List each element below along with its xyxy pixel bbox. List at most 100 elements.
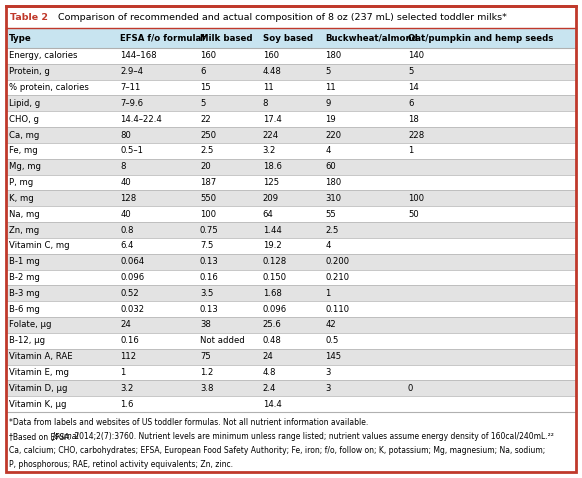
Text: 4.48: 4.48	[262, 67, 282, 76]
Text: 8: 8	[262, 99, 268, 108]
Text: Ca, mg: Ca, mg	[9, 130, 40, 140]
Text: 18.6: 18.6	[262, 162, 282, 171]
Text: †Based on EFSA: †Based on EFSA	[9, 432, 72, 441]
Text: 0.75: 0.75	[200, 226, 219, 235]
Text: Mg, mg: Mg, mg	[9, 162, 41, 171]
Text: 14: 14	[408, 83, 419, 92]
Text: 17.4: 17.4	[262, 115, 282, 124]
Text: 220: 220	[325, 130, 342, 140]
Text: 50: 50	[408, 210, 419, 218]
Text: EFSA f/o formula†: EFSA f/o formula†	[120, 33, 206, 43]
Bar	[6, 96, 576, 111]
Text: Ca, calcium; CHO, carbohydrates; EFSA, European Food Safety Authority; Fe, iron;: Ca, calcium; CHO, carbohydrates; EFSA, E…	[9, 446, 545, 455]
Bar	[6, 28, 576, 48]
Text: 19: 19	[325, 115, 336, 124]
Bar	[6, 174, 576, 190]
Text: 1: 1	[120, 368, 126, 377]
Text: Fe, mg: Fe, mg	[9, 146, 38, 155]
Text: 60: 60	[325, 162, 336, 171]
Bar	[6, 6, 576, 28]
Text: 5: 5	[408, 67, 413, 76]
Text: 250: 250	[200, 130, 216, 140]
Text: CHO, g: CHO, g	[9, 115, 39, 124]
Bar	[6, 270, 576, 285]
Text: P, mg: P, mg	[9, 178, 33, 187]
Text: 25.6: 25.6	[262, 320, 282, 329]
Text: 0.210: 0.210	[325, 273, 349, 282]
Text: 187: 187	[200, 178, 216, 187]
Text: 40: 40	[120, 210, 131, 218]
Text: Na, mg: Na, mg	[9, 210, 40, 218]
Text: 7.5: 7.5	[200, 241, 214, 250]
Bar	[6, 190, 576, 206]
Text: 0.150: 0.150	[262, 273, 287, 282]
Text: 6: 6	[200, 67, 205, 76]
Text: 100: 100	[200, 210, 216, 218]
Text: 125: 125	[262, 178, 279, 187]
Text: 5: 5	[325, 67, 331, 76]
Text: 1: 1	[325, 289, 331, 298]
Text: 310: 310	[325, 194, 342, 203]
Text: 180: 180	[325, 178, 342, 187]
Text: 144–168: 144–168	[120, 52, 157, 60]
Bar	[6, 301, 576, 317]
Text: Vitamin K, μg: Vitamin K, μg	[9, 400, 66, 409]
Text: 0.096: 0.096	[262, 304, 287, 314]
Text: 0.128: 0.128	[262, 257, 287, 266]
Text: Folate, μg: Folate, μg	[9, 320, 51, 329]
Text: 128: 128	[120, 194, 136, 203]
Bar	[6, 64, 576, 80]
Text: 0.13: 0.13	[200, 304, 219, 314]
Text: 2014;2(7):3760. Nutrient levels are minimum unless range listed; nutrient values: 2014;2(7):3760. Nutrient levels are mini…	[72, 432, 554, 441]
Bar	[6, 206, 576, 222]
Text: % protein, calories: % protein, calories	[9, 83, 89, 92]
Text: 4: 4	[325, 241, 331, 250]
Text: 14.4–22.4: 14.4–22.4	[120, 115, 162, 124]
Text: 40: 40	[120, 178, 131, 187]
Text: 22: 22	[200, 115, 211, 124]
Text: Vitamin E, mg: Vitamin E, mg	[9, 368, 69, 377]
Text: 0.16: 0.16	[120, 337, 139, 345]
Text: Journal: Journal	[52, 432, 79, 441]
Text: 15: 15	[200, 83, 211, 92]
Text: 19.2: 19.2	[262, 241, 282, 250]
Text: 4: 4	[325, 146, 331, 155]
Text: 3.5: 3.5	[200, 289, 214, 298]
Bar	[6, 317, 576, 333]
Text: Buckwheat/almond: Buckwheat/almond	[325, 33, 418, 43]
Text: Oat/pumpkin and hemp seeds: Oat/pumpkin and hemp seeds	[408, 33, 553, 43]
Text: Milk based: Milk based	[200, 33, 253, 43]
Bar	[6, 80, 576, 96]
Text: 24: 24	[262, 352, 274, 361]
Bar	[6, 143, 576, 159]
Text: 2.5: 2.5	[200, 146, 214, 155]
Text: Type: Type	[9, 33, 32, 43]
Text: 550: 550	[200, 194, 216, 203]
Text: 1.2: 1.2	[200, 368, 214, 377]
Text: Vitamin D, μg: Vitamin D, μg	[9, 384, 68, 393]
Text: 0.110: 0.110	[325, 304, 349, 314]
Text: Vitamin A, RAE: Vitamin A, RAE	[9, 352, 73, 361]
Text: 1: 1	[408, 146, 413, 155]
Bar	[6, 365, 576, 380]
Text: 0.13: 0.13	[200, 257, 219, 266]
Text: 0: 0	[408, 384, 413, 393]
Bar	[6, 380, 576, 396]
Text: 4.8: 4.8	[262, 368, 276, 377]
Text: 38: 38	[200, 320, 211, 329]
Text: 0.064: 0.064	[120, 257, 144, 266]
Text: 9: 9	[325, 99, 331, 108]
Text: Comparison of recommended and actual composition of 8 oz (237 mL) selected toddl: Comparison of recommended and actual com…	[52, 12, 507, 22]
Bar	[6, 396, 576, 412]
Text: 0.200: 0.200	[325, 257, 349, 266]
Text: 1.44: 1.44	[262, 226, 282, 235]
Text: 228: 228	[408, 130, 424, 140]
Text: 0.48: 0.48	[262, 337, 282, 345]
Text: K, mg: K, mg	[9, 194, 34, 203]
Text: 145: 145	[325, 352, 342, 361]
Text: 140: 140	[408, 52, 424, 60]
Text: 1.68: 1.68	[262, 289, 282, 298]
Text: 6.4: 6.4	[120, 241, 133, 250]
Text: Protein, g: Protein, g	[9, 67, 50, 76]
Text: 0.8: 0.8	[120, 226, 134, 235]
